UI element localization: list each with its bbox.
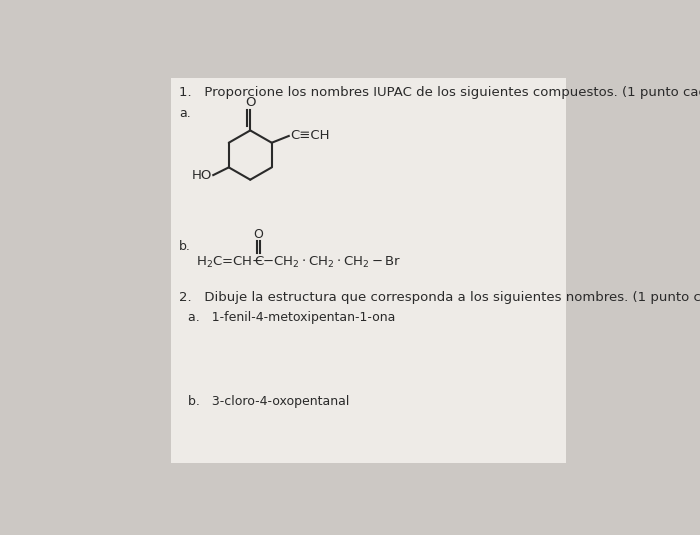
Text: C: C [254, 255, 263, 268]
Text: C≡CH: C≡CH [290, 129, 330, 142]
Text: 1.   Proporcione los nombres IUPAC de los siguientes compuestos. (1 punto cada u: 1. Proporcione los nombres IUPAC de los … [179, 86, 700, 99]
Text: 2.   Dibuje la estructura que corresponda a los siguientes nombres. (1 punto cad: 2. Dibuje la estructura que corresponda … [179, 292, 700, 304]
Text: a.: a. [179, 108, 190, 120]
Text: H$_2$C=CH$-$: H$_2$C=CH$-$ [196, 255, 264, 270]
Text: b.: b. [179, 240, 191, 253]
Text: a.   1-fenil-4-metoxipentan-1-ona: a. 1-fenil-4-metoxipentan-1-ona [188, 311, 396, 324]
Text: O: O [253, 227, 263, 241]
Text: $-$CH$_2\cdot$CH$_2\cdot$CH$_2-$Br: $-$CH$_2\cdot$CH$_2\cdot$CH$_2-$Br [262, 255, 401, 270]
Text: b.   3-cloro-4-oxopentanal: b. 3-cloro-4-oxopentanal [188, 395, 349, 408]
Bar [172, 78, 566, 463]
Text: HO: HO [191, 169, 211, 181]
Text: O: O [245, 96, 255, 109]
